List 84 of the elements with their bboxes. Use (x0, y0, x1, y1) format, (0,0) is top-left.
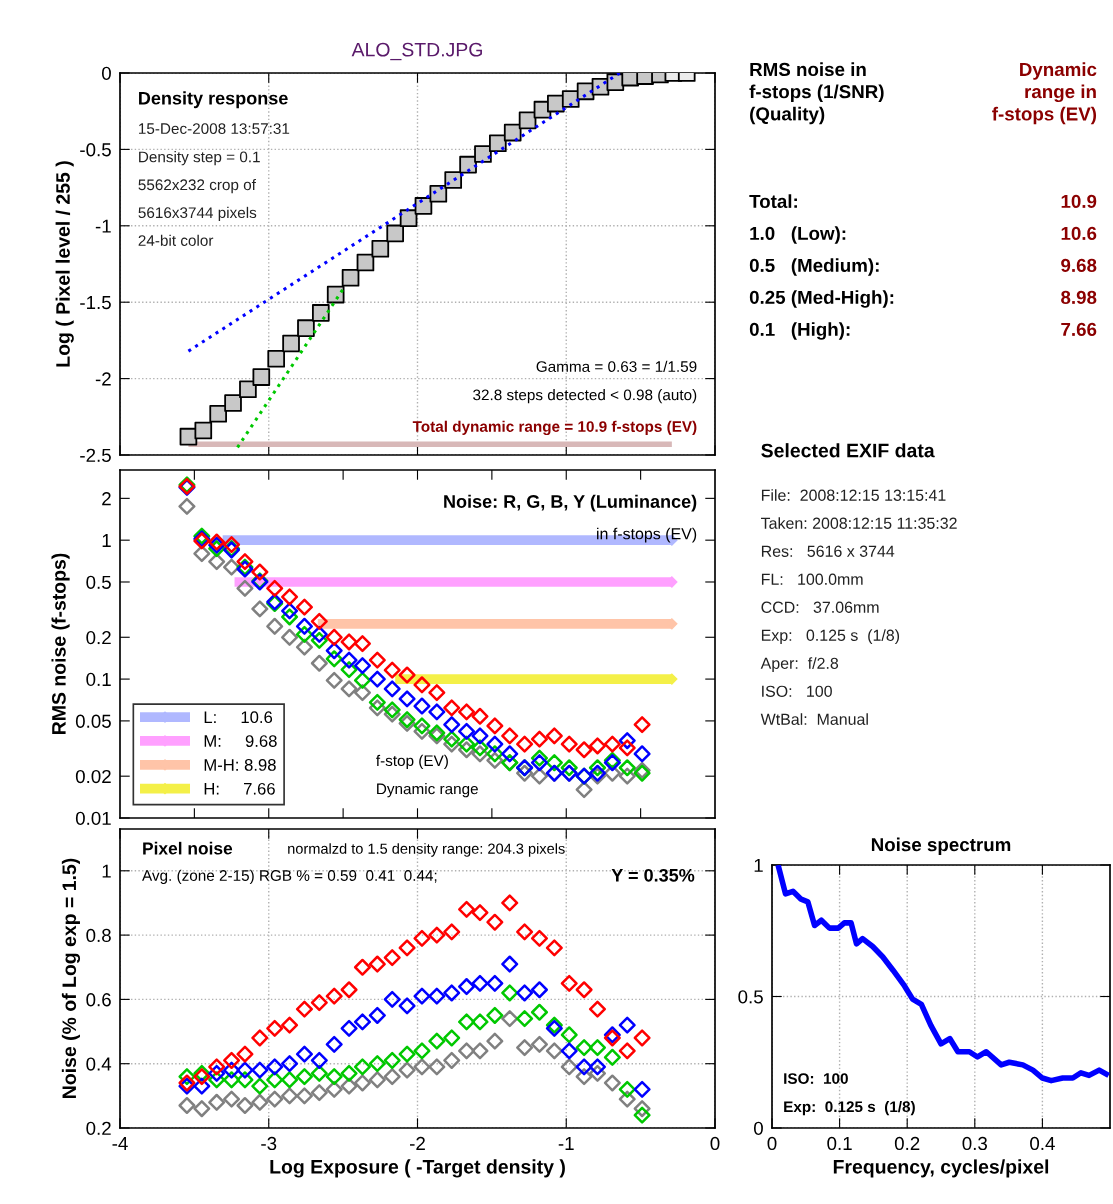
x-tick-label: 0 (710, 1136, 720, 1151)
text: File: 2008:12:15 13:15:41 (761, 489, 946, 501)
annotation: Total dynamic range = 10.9 f-stops (EV) (412, 420, 697, 436)
annotation: 15-Dec-2008 13:57:31 (139, 123, 290, 135)
text: Selected EXIF data (761, 443, 935, 458)
annotation: Gamma = 0.63 = 1/1.59 (536, 360, 697, 373)
y-tick-label: 1 (754, 858, 763, 872)
x-tick-label: -2 (410, 1136, 425, 1150)
annotation: 24-bit color (138, 234, 214, 246)
legend-label: H: 7.66 (204, 782, 275, 795)
text: Taken: 2008:12:15 11:35:32 (761, 517, 957, 529)
annotation: Avg. (zone 2-15) RGB % = 0.59 0.41 0.44; (142, 869, 437, 884)
y-tick-label: 0.8 (86, 928, 111, 943)
text: Dynamic range in f-stops (EV) (992, 62, 1097, 125)
text: 9.68 (1061, 258, 1097, 273)
y-tick-label: 1 (102, 864, 111, 878)
x-tick-label: 0 (767, 1136, 777, 1151)
annotation: Noise: R, G, B, Y (Luminance) (444, 494, 697, 512)
text: RMS noise in f-stops (1/SNR) (Quality) (749, 62, 884, 125)
chart-title: Noise spectrum (871, 837, 1011, 855)
legend-label: L: 10.6 (204, 711, 273, 724)
y-tick-label: 1 (102, 534, 111, 547)
x-tick-label: -3 (261, 1136, 277, 1151)
y-axis-title: RMS noise (f-stops) (51, 553, 70, 734)
text: Aper: f/2.8 (760, 657, 839, 673)
x-tick-label: 0.3 (962, 1136, 988, 1151)
annotation: ISO: 100 (784, 1073, 848, 1084)
y-tick-label: 0 (101, 66, 111, 80)
annotation: in f-stops (EV) (597, 527, 697, 543)
text: 10.9 (1061, 194, 1097, 209)
x-tick-label: 0.2 (894, 1136, 920, 1151)
annotation: Density response (139, 91, 288, 109)
y-tick-label: -2 (95, 372, 111, 386)
text: 1.0 (Low): (750, 226, 846, 244)
y-tick-label: 0.05 (75, 714, 111, 728)
y-tick-label: 0.4 (86, 1057, 112, 1071)
text: Total: (749, 194, 797, 209)
text: WtBal: Manual (760, 713, 868, 725)
y-tick-label: 0.2 (86, 1121, 111, 1135)
y-tick-label: 0.1 (86, 672, 111, 687)
text: 0.1 (High): (749, 322, 850, 340)
text: 8.98 (1061, 290, 1097, 305)
text: CCD: 37.06mm (761, 601, 879, 613)
x-axis-title: Frequency, cycles/pixel (833, 1159, 1049, 1178)
annotation: 32.8 steps detected < 0.98 (auto) (473, 389, 697, 404)
annotation: Exp: 0.125 s (1/8) (784, 1100, 915, 1116)
annotation: 5616x3744 pixels (138, 206, 257, 222)
annotation: f-stop (EV) (376, 754, 448, 770)
x-tick-label: -1 (558, 1137, 574, 1150)
y-tick-label: 0.2 (86, 630, 111, 645)
y-tick-label: 0.5 (86, 575, 111, 589)
text: 0.25 (Med-High): (749, 290, 894, 308)
y-tick-label: 0.6 (86, 993, 111, 1007)
y-tick-label: 0.5 (738, 990, 763, 1004)
y-axis-title: Noise (% of Log exp = 1.5) (61, 858, 81, 1098)
y-tick-label: -0.5 (80, 143, 111, 157)
text: Res: 5616 x 3744 (761, 545, 895, 557)
x-tick-label: 0.4 (1030, 1136, 1055, 1151)
x-axis-title: Log Exposure ( -Target density ) (270, 1159, 565, 1178)
chart-title: ALO_STD.JPG (351, 42, 482, 61)
annotation: Dynamic range (377, 783, 478, 798)
y-tick-label: 0 (753, 1121, 763, 1135)
text: Exp: 0.125 s (1/8) (761, 629, 900, 645)
text: 0.5 (Medium): (749, 258, 879, 276)
annotation: 5562x232 crop of (138, 178, 256, 194)
x-tick-label: 0.1 (827, 1136, 852, 1151)
text: FL: 100.0mm (761, 573, 863, 585)
y-axis-title: Log ( Pixel level / 255 ) (55, 161, 74, 367)
annotation: normalzd to 1.5 density range: 204.3 pixels (288, 843, 565, 857)
legend-label: M-H: 8.98 (204, 759, 276, 771)
text: 7.66 (1061, 322, 1097, 337)
y-tick-label: -1.5 (80, 296, 111, 310)
annotation: Pixel noise (143, 841, 233, 855)
annotation: Y = 0.35% (611, 868, 695, 882)
x-tick-label: -4 (112, 1137, 128, 1150)
annotation: Density step = 0.1 (139, 151, 260, 166)
y-tick-label: -2.5 (80, 448, 111, 462)
legend-label: M: 9.68 (204, 735, 277, 747)
text: 10.6 (1061, 226, 1097, 241)
text: ISO: 100 (762, 685, 832, 697)
y-tick-label: 2 (102, 492, 111, 506)
y-tick-label: -1 (95, 219, 111, 233)
y-tick-label: 0.02 (75, 769, 111, 784)
y-tick-label: 0.01 (75, 811, 111, 825)
